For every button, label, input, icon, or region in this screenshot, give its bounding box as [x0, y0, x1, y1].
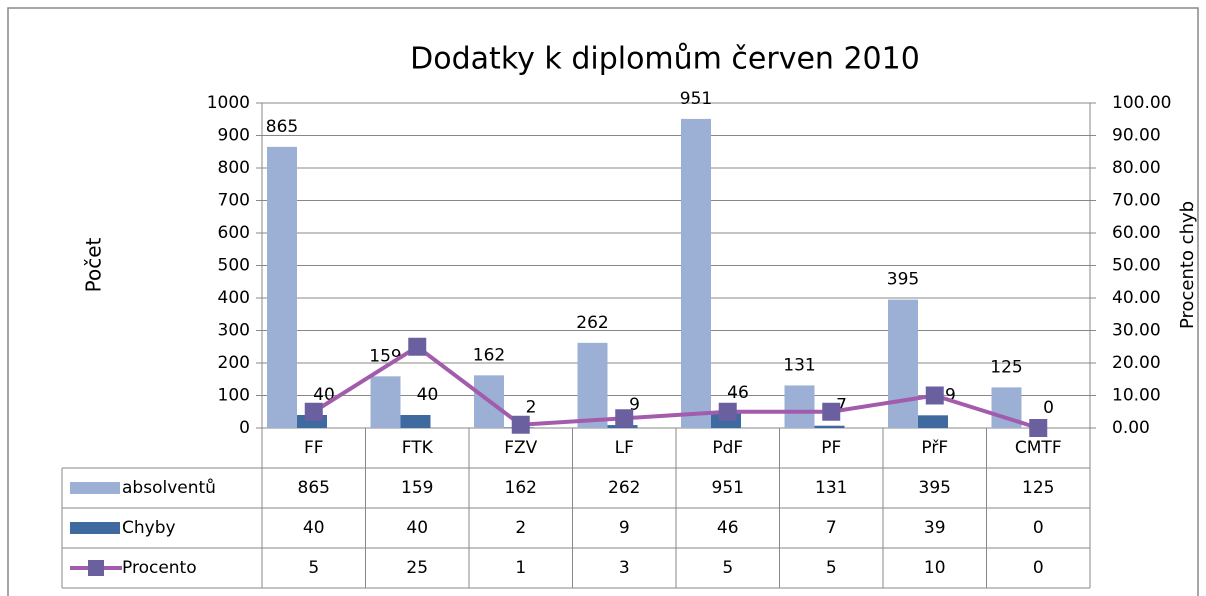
- bar: [267, 146, 297, 428]
- y2-tick-label: 60.00: [1112, 223, 1161, 243]
- marker: [822, 402, 841, 421]
- table-cell: 40: [303, 518, 325, 538]
- x-tick-label: FZV: [504, 438, 537, 458]
- y-tick-label: 600: [218, 223, 250, 243]
- x-tick-label: FTK: [402, 438, 434, 458]
- y-tick-label: 500: [218, 256, 250, 276]
- table-cell: 159: [401, 478, 433, 498]
- table-cell: 131: [815, 478, 847, 498]
- y2-tick-label: 50.00: [1112, 256, 1161, 276]
- y2-tick-label: 100.00: [1112, 93, 1171, 113]
- y-tick-label: 1000: [207, 93, 250, 113]
- bar: [888, 299, 918, 428]
- data-label: 159: [369, 346, 401, 366]
- data-label: 46: [727, 383, 749, 403]
- table-cell: 0: [1033, 558, 1044, 578]
- y-tick-label: 800: [218, 158, 250, 178]
- data-label: 9: [629, 395, 640, 415]
- legend-key: [70, 522, 120, 534]
- y-tick-label: 900: [218, 126, 250, 146]
- bar: [400, 415, 431, 428]
- data-label: 262: [576, 313, 608, 333]
- legend-label: absolventů: [122, 478, 216, 498]
- data-label: 2: [526, 397, 537, 417]
- data-label: 125: [990, 357, 1022, 377]
- table-cell: 10: [924, 558, 946, 578]
- bar: [370, 376, 401, 428]
- table-cell: 162: [505, 478, 537, 498]
- y-tick-label: 0: [239, 418, 250, 438]
- legend-label: Procento: [122, 558, 197, 578]
- data-label: 395: [887, 270, 919, 290]
- y-tick-label: 700: [218, 191, 250, 211]
- table-cell: 3: [619, 558, 630, 578]
- y-tick-label: 400: [218, 288, 250, 308]
- table-cell: 5: [308, 558, 319, 578]
- table-cell: 25: [406, 558, 428, 578]
- table-cell: 5: [722, 558, 733, 578]
- marker: [615, 409, 634, 428]
- x-tick-label: LF: [615, 438, 634, 458]
- y2-tick-label: 70.00: [1112, 191, 1161, 211]
- table-cell: 7: [826, 518, 837, 538]
- x-tick-label: PdF: [712, 438, 743, 458]
- data-label: 40: [417, 385, 439, 405]
- marker: [925, 386, 944, 405]
- table-cell: 125: [1022, 478, 1054, 498]
- legend-label: Chyby: [122, 518, 176, 538]
- table-cell: 951: [712, 478, 744, 498]
- data-label: 7: [836, 396, 847, 416]
- table-cell: 5: [826, 558, 837, 578]
- y2-tick-label: 20.00: [1112, 353, 1161, 373]
- marker: [304, 402, 323, 421]
- y2-tick-label: 30.00: [1112, 321, 1161, 341]
- table-cell: 40: [406, 518, 428, 538]
- marker: [718, 402, 737, 421]
- data-label: 951: [680, 89, 712, 109]
- table-cell: 2: [515, 518, 526, 538]
- data-label: 0: [1043, 398, 1054, 418]
- x-tick-label: PřF: [921, 438, 948, 458]
- table-cell: 262: [608, 478, 640, 498]
- y2-axis-title: Procento chyb: [1177, 201, 1198, 329]
- table-cell: 39: [924, 518, 946, 538]
- y2-tick-label: 0.00: [1112, 418, 1150, 438]
- data-label: 865: [266, 117, 298, 137]
- legend-key: [70, 482, 120, 494]
- y2-tick-label: 90.00: [1112, 126, 1161, 146]
- table-cell: 9: [619, 518, 630, 538]
- data-label: 131: [783, 355, 815, 375]
- data-label: 162: [473, 345, 505, 365]
- bar: [577, 342, 608, 428]
- y-tick-label: 100: [218, 386, 250, 406]
- legend-key: [88, 560, 104, 576]
- table-cell: 1: [515, 558, 526, 578]
- chart-title: Dodatky k diplomům červen 2010: [410, 42, 920, 77]
- x-tick-label: FF: [304, 438, 324, 458]
- table-cell: 865: [298, 478, 330, 498]
- marker: [408, 337, 427, 356]
- line: [312, 344, 1039, 430]
- y-axis-title: Počet: [82, 237, 106, 292]
- x-tick-label: PF: [821, 438, 841, 458]
- y2-tick-label: 10.00: [1112, 386, 1161, 406]
- bar: [918, 415, 948, 428]
- y-tick-label: 200: [218, 353, 250, 373]
- table-cell: 0: [1033, 518, 1044, 538]
- bar: [814, 425, 845, 428]
- x-tick-label: CMTF: [1015, 438, 1062, 458]
- bar: [784, 385, 815, 428]
- marker: [511, 415, 530, 434]
- marker: [1029, 419, 1048, 437]
- y-tick-label: 300: [218, 321, 250, 341]
- table-cell: 46: [717, 518, 739, 538]
- chart-frame: [7, 7, 1199, 596]
- table-cell: 395: [919, 478, 951, 498]
- bar: [681, 118, 711, 429]
- y2-tick-label: 40.00: [1112, 288, 1161, 308]
- y2-tick-label: 80.00: [1112, 158, 1161, 178]
